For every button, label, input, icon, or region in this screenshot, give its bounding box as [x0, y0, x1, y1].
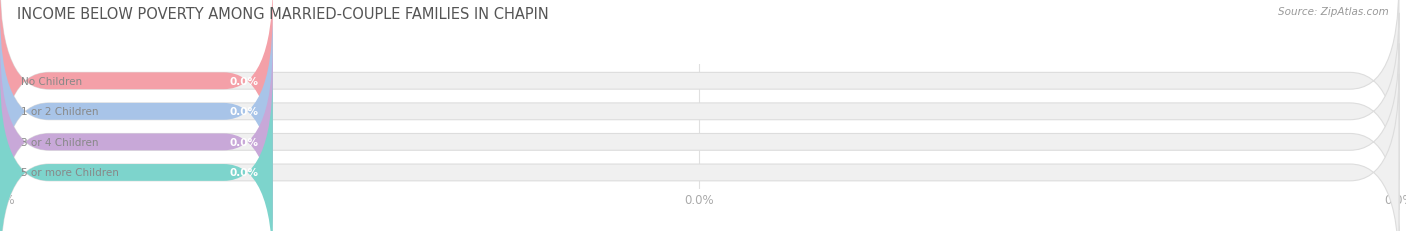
Text: 0.0%: 0.0%: [229, 137, 259, 147]
Text: 5 or more Children: 5 or more Children: [21, 168, 120, 178]
FancyBboxPatch shape: [0, 0, 1399, 179]
FancyBboxPatch shape: [0, 0, 273, 179]
Text: 0.0%: 0.0%: [229, 107, 259, 117]
FancyBboxPatch shape: [0, 14, 1399, 210]
FancyBboxPatch shape: [0, 75, 273, 231]
FancyBboxPatch shape: [0, 75, 1399, 231]
Text: 0.0%: 0.0%: [229, 168, 259, 178]
FancyBboxPatch shape: [0, 44, 273, 231]
Text: 0.0%: 0.0%: [229, 76, 259, 86]
Text: INCOME BELOW POVERTY AMONG MARRIED-COUPLE FAMILIES IN CHAPIN: INCOME BELOW POVERTY AMONG MARRIED-COUPL…: [17, 7, 548, 22]
FancyBboxPatch shape: [0, 44, 1399, 231]
Text: 3 or 4 Children: 3 or 4 Children: [21, 137, 98, 147]
FancyBboxPatch shape: [0, 14, 273, 210]
Text: No Children: No Children: [21, 76, 82, 86]
Text: Source: ZipAtlas.com: Source: ZipAtlas.com: [1278, 7, 1389, 17]
Text: 1 or 2 Children: 1 or 2 Children: [21, 107, 98, 117]
